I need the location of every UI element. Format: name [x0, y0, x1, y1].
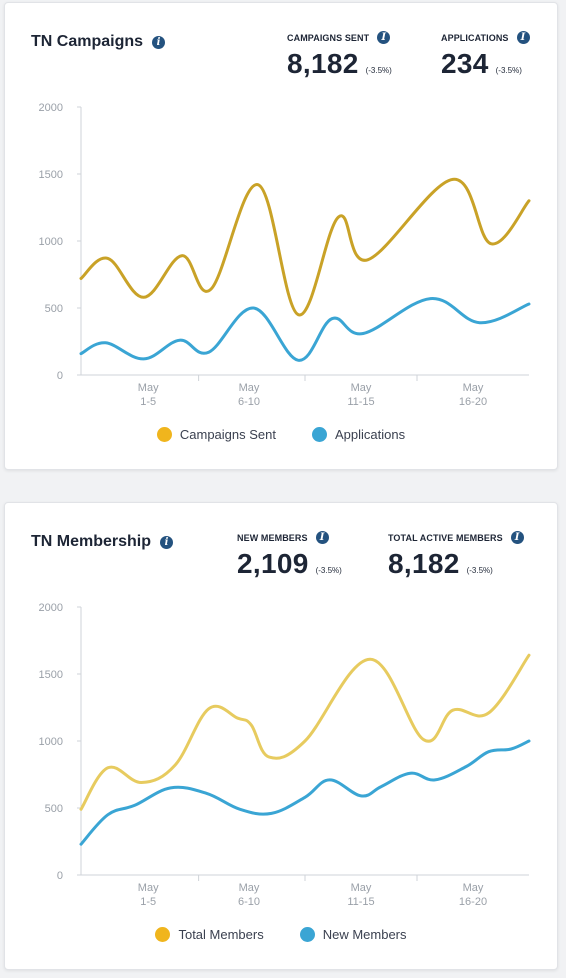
x-tick-label: May	[239, 882, 260, 894]
series-line[interactable]	[79, 177, 531, 317]
stat-label-wrap: APPLICATIONS i	[441, 31, 530, 44]
stat-value: 8,182	[287, 48, 359, 79]
legend-label: Campaigns Sent	[179, 427, 276, 442]
x-tick-label: 6-10	[238, 396, 260, 408]
stat-value: 2,109	[237, 548, 309, 579]
x-tick-label: 6-10	[238, 896, 260, 908]
membership-line-chart: 0 500 1000 1500 2000 May 1-5 May 6-10 May 11-15 May…	[39, 602, 531, 908]
stat-value: 234	[441, 48, 489, 79]
y-tick-label: 1000	[39, 736, 63, 748]
x-tick-label: 16-20	[459, 896, 487, 908]
x-tick-label: May	[239, 382, 260, 394]
series-line[interactable]	[79, 653, 531, 811]
x-tick-label: 16-20	[459, 396, 487, 408]
stat-label: APPLICATIONS	[441, 32, 509, 43]
stat-label: CAMPAIGNS SENT	[287, 32, 370, 43]
legend-label: New Members	[322, 927, 407, 942]
x-tick-label: 11-15	[347, 896, 374, 908]
x-tick-label: May	[138, 882, 159, 894]
card-title-text: TN Campaigns	[31, 33, 144, 50]
info-icon[interactable]: i	[377, 31, 391, 44]
legend-label: Total Members	[178, 927, 264, 942]
legend-dot-icon	[299, 927, 315, 942]
legend-item[interactable]: Total Members	[155, 927, 264, 942]
legend-dot-icon	[156, 427, 172, 442]
series-line[interactable]	[79, 297, 531, 362]
y-tick-label: 0	[57, 370, 63, 382]
legend-dot-icon	[312, 427, 327, 442]
x-tick-label: 1-5	[140, 896, 156, 908]
x-tick-label: 1-5	[140, 396, 156, 408]
stat-label-wrap: CAMPAIGNS SENT i	[287, 31, 392, 44]
x-tick-label: May	[463, 382, 484, 394]
membership-card: TN Membership i NEW MEMBERS i 2,109 (-3.…	[4, 502, 558, 970]
legend-item[interactable]: New Members	[299, 927, 407, 942]
stat-total-active-members: TOTAL ACTIVE MEMBERS i 8,182 (-3.5%)	[388, 531, 524, 580]
stat-row: 8,182 (-3.5%)	[388, 548, 524, 580]
stat-applications: APPLICATIONS i 234 (-3.5%)	[441, 31, 530, 80]
stat-label: TOTAL ACTIVE MEMBERS	[388, 532, 503, 543]
info-icon[interactable]: i	[152, 35, 166, 49]
info-icon[interactable]: i	[516, 31, 530, 44]
chart-legend: Total Members New Members	[5, 927, 557, 942]
card-title: TN Campaigns i	[31, 33, 166, 51]
stat-label-wrap: NEW MEMBERS i	[237, 531, 342, 544]
x-tick-label: May	[463, 882, 484, 894]
y-tick-label: 1500	[39, 669, 63, 681]
y-tick-label: 1500	[39, 169, 63, 181]
y-tick-label: 0	[57, 870, 63, 882]
legend-dot-icon	[155, 927, 171, 942]
x-tick-label: May	[351, 382, 372, 394]
y-tick-label: 500	[45, 803, 63, 815]
y-tick-label: 2000	[39, 602, 63, 614]
info-icon[interactable]: i	[160, 535, 174, 549]
y-tick-label: 500	[45, 303, 63, 315]
stat-value: 8,182	[388, 548, 460, 579]
y-tick-label: 2000	[39, 102, 63, 114]
stat-row: 8,182 (-3.5%)	[287, 48, 392, 80]
campaigns-line-chart: 0 500 1000 1500 2000 May 1-5 May 6-10 May 11-15 May…	[39, 102, 531, 408]
stat-new-members: NEW MEMBERS i 2,109 (-3.5%)	[237, 531, 342, 580]
legend-label: Applications	[335, 427, 406, 442]
legend-item[interactable]: Campaigns Sent	[156, 427, 276, 442]
series-line[interactable]	[79, 739, 531, 846]
y-tick-label: 1000	[39, 236, 63, 248]
info-icon[interactable]: i	[510, 531, 524, 544]
stat-change: (-3.5%)	[466, 566, 493, 575]
info-icon[interactable]: i	[315, 531, 329, 544]
campaigns-card: TN Campaigns i CAMPAIGNS SENT i 8,182 (-…	[4, 2, 558, 470]
stat-change: (-3.5%)	[495, 66, 522, 75]
stat-row: 2,109 (-3.5%)	[237, 548, 342, 580]
stat-change: (-3.5%)	[365, 66, 392, 75]
stat-row: 234 (-3.5%)	[441, 48, 530, 80]
stat-label-wrap: TOTAL ACTIVE MEMBERS i	[388, 531, 524, 544]
x-tick-label: May	[351, 882, 372, 894]
card-title: TN Membership i	[31, 533, 174, 551]
stat-label: NEW MEMBERS	[237, 532, 308, 543]
legend-item[interactable]: Applications	[312, 427, 405, 442]
stat-campaigns-sent: CAMPAIGNS SENT i 8,182 (-3.5%)	[287, 31, 392, 80]
x-tick-label: May	[138, 382, 159, 394]
chart-legend: Campaigns Sent Applications	[5, 427, 557, 442]
x-tick-label: 11-15	[347, 396, 374, 408]
stat-change: (-3.5%)	[315, 566, 342, 575]
card-title-text: TN Membership	[31, 533, 152, 550]
